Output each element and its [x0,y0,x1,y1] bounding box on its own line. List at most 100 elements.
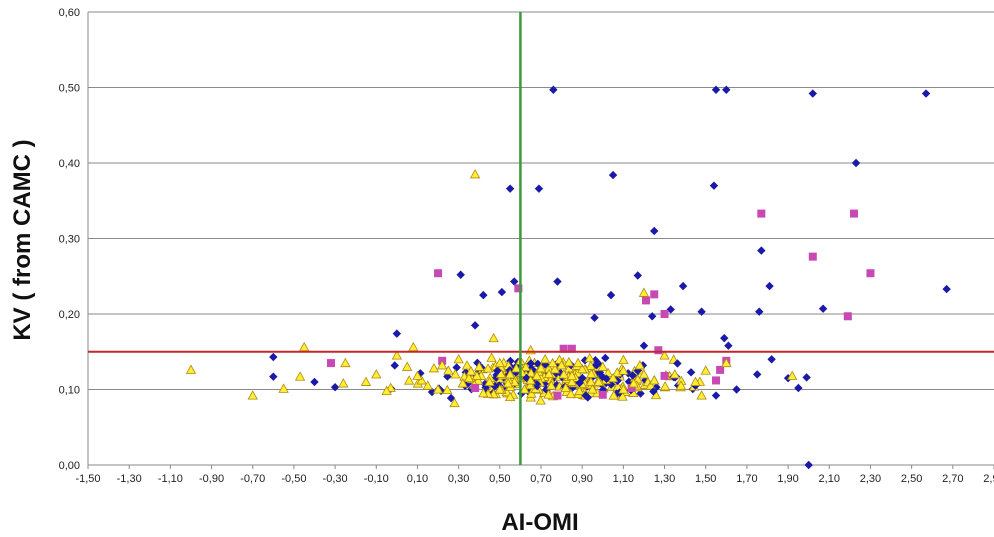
point-triangle [469,169,481,179]
point-triangle [543,368,555,379]
point-diamond [493,366,502,375]
point-triangle [471,370,483,380]
point-triangle [443,365,454,375]
x-tick-label: 2,70 [942,473,963,485]
point-diamond [709,181,719,190]
point-square [712,376,721,385]
point-diamond [505,184,515,193]
y-tick-label: 0,60 [59,7,80,19]
point-triangle [432,384,444,394]
point-square [642,296,651,305]
point-triangle [628,378,639,388]
point-diamond [392,329,402,338]
point-diamond [636,389,645,398]
point-square [660,310,669,318]
point-triangle [721,357,732,368]
y-tick-label: 0,00 [59,460,80,472]
point-triangle [669,369,681,379]
point-triangle [340,357,351,368]
x-tick-label: -0,10 [364,473,389,485]
point-square [849,209,858,218]
point-diamond [818,304,828,313]
point-triangle [649,375,660,385]
x-tick-label: 0,30 [448,473,469,485]
x-tick-label: 2,30 [860,473,881,485]
point-diamond [479,290,488,300]
point-diamond [533,359,543,369]
point-square [598,390,607,399]
point-square [567,344,576,353]
x-tick-label: 0,90 [571,473,592,485]
point-diamond [794,383,803,393]
point-diamond [804,460,813,470]
point-triangle [535,395,546,405]
point-diamond [802,373,811,382]
point-diamond [666,305,675,314]
point-triangle [584,352,595,363]
point-triangle [482,363,494,373]
point-diamond [542,385,551,394]
point-triangle [593,376,604,386]
point-diamond [638,361,648,370]
point-square [808,252,817,261]
point-triangle [463,372,475,383]
point-diamond [722,85,731,94]
x-tick-label: -0,90 [199,473,224,485]
point-triangle [381,385,392,396]
x-tick-labels: -1,50 -1,30 -1,10 -0,90 -0,70 -0,50 -0,30 -0,10… [75,465,994,485]
x-tick-label: -1,30 [117,473,142,485]
y-tick-label: 0,20 [59,309,80,321]
point-triangle [586,368,597,378]
point-triangle [449,397,460,408]
point-diamond [470,321,480,330]
point-triangle [638,287,650,297]
point-diamond [549,85,558,94]
point-triangle [566,370,578,380]
point-diamond [623,369,633,378]
point-triangle [511,363,522,373]
point-triangle [474,361,485,371]
point-triangle [543,389,554,399]
point-diamond [732,385,741,394]
point-triangle [587,384,598,394]
point-square [471,383,480,392]
point-diamond [628,371,637,380]
point-triangle [608,390,619,400]
point-triangle [436,360,448,370]
point-diamond [921,89,931,98]
x-tick-label: 0,70 [530,473,551,485]
point-triangle [465,366,477,376]
point-diamond [601,353,610,363]
y-tick-label: 0,40 [59,158,80,170]
x-axis-title: AI-OMI [501,509,578,536]
x-tick-label: -0,30 [323,473,348,485]
point-diamond [553,277,562,286]
x-tick-label: 2,10 [819,473,840,485]
point-triangle [504,391,516,402]
point-diamond [556,368,565,378]
y-tick-labels: 0,00 0,10 0,20 0,30 0,40 0,50 0,60 [59,7,80,472]
point-triangle [547,357,558,368]
point-diamond [639,341,649,350]
point-triangle [659,350,670,360]
y-tick-label: 0,10 [59,385,80,397]
point-triangle [442,384,453,395]
point-triangle [675,380,687,390]
point-diamond [753,370,762,379]
point-diamond [269,372,278,381]
x-tick-label: -0,50 [281,473,306,485]
point-square [757,209,766,218]
series-triangles [185,169,798,408]
point-triangle [416,375,427,385]
point-square [434,269,443,278]
point-triangle [494,357,505,368]
point-triangle [488,332,499,343]
series-diamonds [269,85,951,470]
x-tick-label: 0,10 [407,473,428,485]
point-diamond [598,372,607,381]
point-triangle [453,353,464,364]
point-diamond [942,284,951,294]
point-triangle [638,369,650,379]
point-triangle [247,390,258,400]
x-tick-label: 1,90 [777,473,798,485]
